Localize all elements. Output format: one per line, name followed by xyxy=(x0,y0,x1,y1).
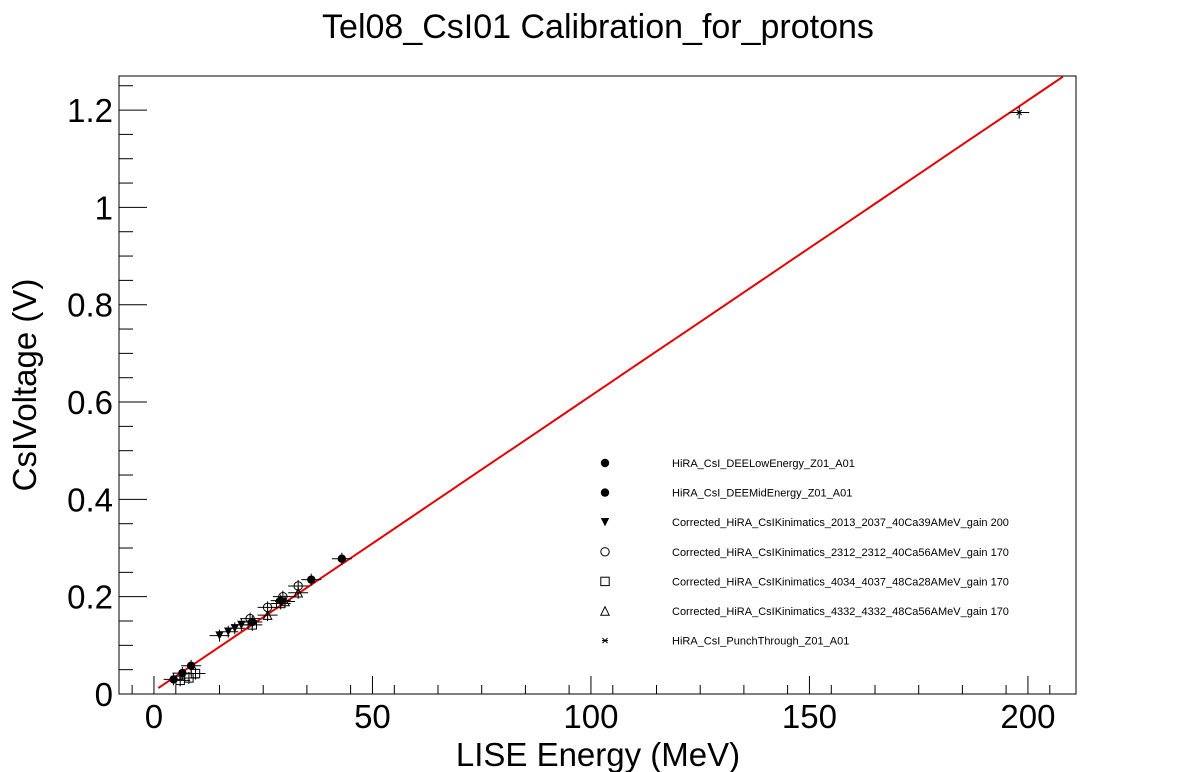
legend-marker xyxy=(599,605,611,616)
x-tick-label: 100 xyxy=(563,698,618,735)
x-tick-label: 0 xyxy=(145,698,163,735)
y-tick-label: 1 xyxy=(95,189,113,226)
data-point xyxy=(1016,109,1023,116)
y-axis: 0 0.2 0.4 0.6 0.8 1 1.2 xyxy=(67,92,147,713)
data-point xyxy=(245,613,255,624)
legend-marker xyxy=(600,518,610,527)
legend-label: Corrected_HiRA_CsIKinimatics_4332_4332_4… xyxy=(672,606,1009,618)
plot-frame xyxy=(118,75,1077,695)
legend-label: Corrected_HiRA_CsIKinimatics_4034_4037_4… xyxy=(672,576,1009,588)
legend: HiRA_CsI_DEELowEnergy_Z01_A01 HiRA_CsI_DE… xyxy=(599,458,1009,648)
data-point xyxy=(224,627,233,636)
x-tick-label: 150 xyxy=(782,698,837,735)
minor-ticks xyxy=(119,85,1051,694)
fit-line xyxy=(157,75,1064,689)
y-axis-title: CsIVoltage (V) xyxy=(6,279,43,492)
legend-marker xyxy=(602,637,608,644)
data-point xyxy=(247,620,257,630)
x-tick-label: 200 xyxy=(1000,698,1055,735)
legend-label: Corrected_HiRA_CsIKinimatics_2312_2312_4… xyxy=(672,547,1009,559)
y-tick-label: 0.6 xyxy=(67,384,113,421)
legend-label: Corrected_HiRA_CsIKinimatics_2013_2037_4… xyxy=(672,517,1009,529)
data-point xyxy=(215,631,224,640)
legend-label: HiRA_CsI_PunchThrough_Z01_A01 xyxy=(672,636,849,648)
legend-label: HiRA_CsI_DEELowEnergy_Z01_A01 xyxy=(672,458,855,470)
x-axis-title: LISE Energy (MeV) xyxy=(456,736,740,772)
legend-label: HiRA_CsI_DEEMidEnergy_Z01_A01 xyxy=(672,488,852,500)
data-point xyxy=(262,609,273,620)
y-tick-label: 0.8 xyxy=(67,287,113,324)
legend-marker xyxy=(600,458,610,468)
data-point xyxy=(237,620,246,630)
x-tick-label: 50 xyxy=(354,698,391,735)
x-axis: 0 50 100 150 200 xyxy=(145,676,1055,735)
y-tick-label: 0 xyxy=(95,676,113,713)
data-point xyxy=(293,587,304,598)
y-tick-label: 0.4 xyxy=(67,481,113,518)
data-point xyxy=(280,596,291,607)
y-tick-label: 0.2 xyxy=(67,579,113,616)
legend-marker xyxy=(600,547,610,557)
data-point xyxy=(337,554,347,563)
data-point xyxy=(307,575,316,584)
chart-title: Tel08_CsI01 Calibration_for_protons xyxy=(322,8,874,46)
data-points xyxy=(163,106,1030,687)
data-point xyxy=(190,668,201,679)
data-point xyxy=(186,661,196,670)
legend-marker xyxy=(600,488,610,497)
y-tick-label: 1.2 xyxy=(67,92,113,129)
data-point xyxy=(230,624,240,633)
legend-marker xyxy=(600,576,610,587)
